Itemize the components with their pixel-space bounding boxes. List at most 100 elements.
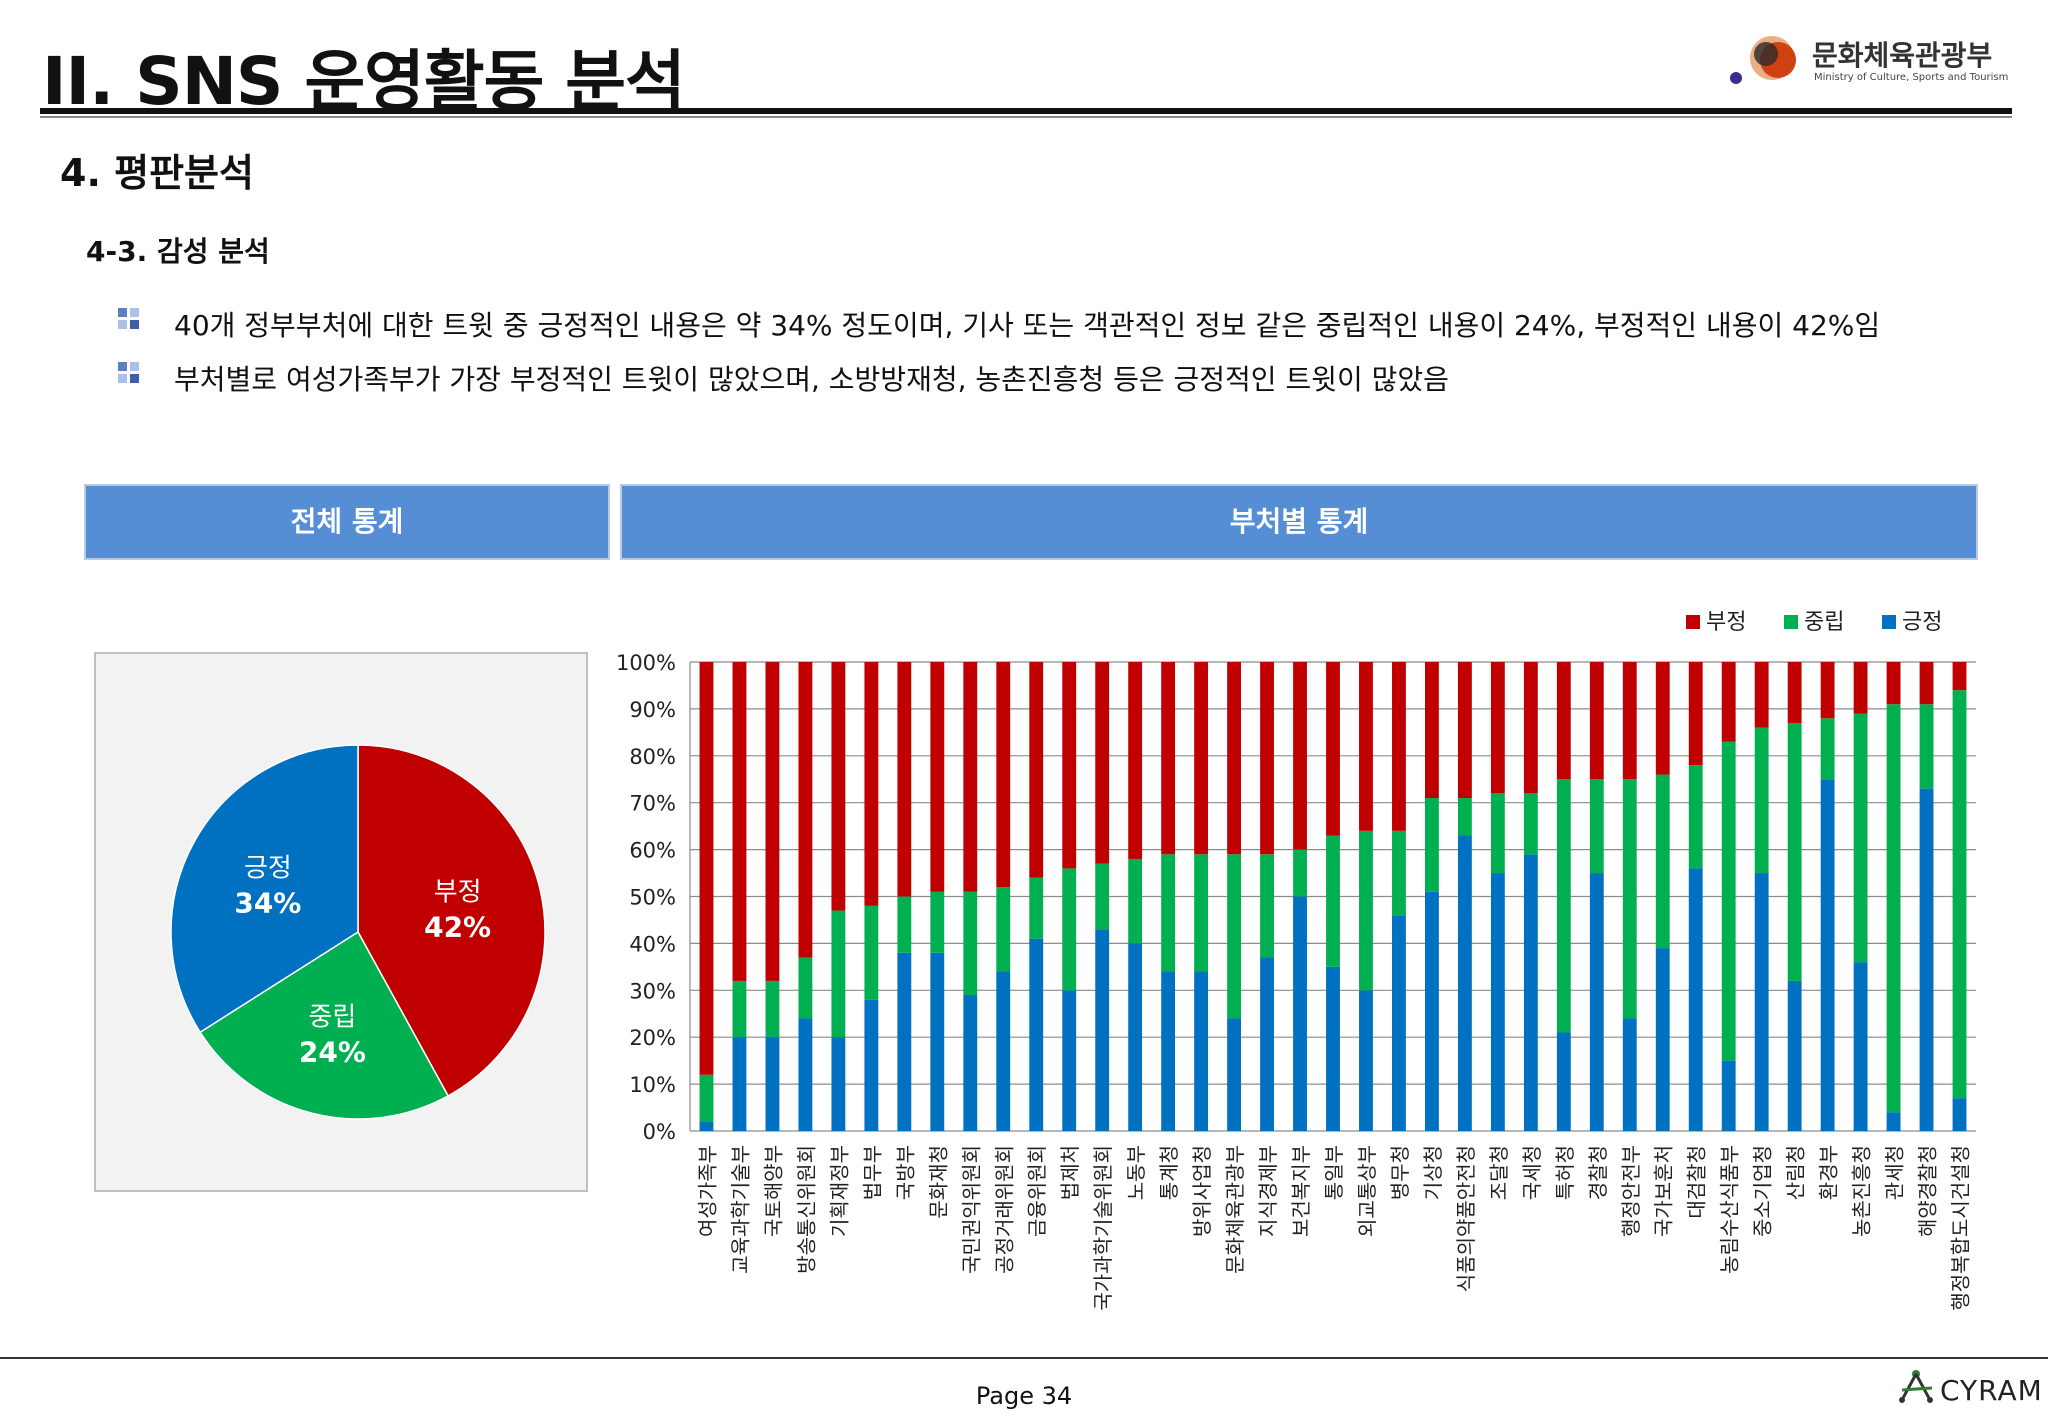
- bar-segment: [765, 662, 780, 981]
- y-tick-label: 90%: [629, 698, 676, 722]
- bar-segment: [930, 662, 945, 892]
- bar-segment: [798, 1018, 813, 1131]
- bar-segment: [1260, 662, 1274, 855]
- bar-segment: [897, 952, 912, 1131]
- x-tick-label: 방송통신위원회: [794, 1145, 818, 1274]
- bar-segment: [930, 952, 945, 1131]
- bar-segment: [1787, 980, 1802, 1131]
- bar-segment: [1128, 858, 1143, 944]
- bar-segment: [1754, 727, 1769, 874]
- bar-segment: [1952, 662, 1967, 691]
- bar-segment: [732, 1037, 747, 1131]
- bar-segment: [1655, 662, 1670, 775]
- bar-segment: [1227, 854, 1242, 1019]
- bar-segment: [1952, 690, 1967, 1099]
- bar-segment: [765, 1037, 780, 1131]
- title-divider-thin: [40, 116, 2012, 118]
- subsection-heading: 4-3. 감성 분석: [86, 235, 270, 268]
- bar-segment: [1523, 662, 1538, 794]
- bar-segment: [831, 662, 846, 911]
- bar-segment: [897, 662, 912, 897]
- bar-segment: [864, 999, 879, 1131]
- x-tick-label: 행정안전부: [1619, 1145, 1643, 1237]
- bar-segment: [1523, 854, 1538, 1131]
- bar-segment: [897, 896, 912, 953]
- y-tick-label: 40%: [629, 932, 676, 956]
- x-tick-label: 중소기업청: [1751, 1145, 1775, 1237]
- pie-slice-value: 42%: [424, 910, 491, 943]
- bar-segment: [1326, 966, 1340, 1131]
- x-tick-label: 국세청: [1520, 1145, 1544, 1200]
- bar-segment: [1589, 779, 1604, 874]
- bar-segment: [1721, 741, 1736, 1061]
- pie-slice-label: 중립: [309, 1003, 357, 1033]
- bar-segment: [1161, 971, 1176, 1131]
- legend-swatch: [1784, 615, 1798, 629]
- bar-segment: [1556, 662, 1571, 780]
- ministry-emblem-icon: [1730, 36, 1796, 84]
- bar-segment: [930, 891, 945, 953]
- ministry-logo: [1726, 30, 2026, 92]
- x-tick-label: 통일부: [1322, 1145, 1346, 1200]
- pie-slice-label: 긍정: [244, 853, 292, 883]
- bar-segment: [1161, 854, 1176, 972]
- x-tick-label: 국민권익위원회: [959, 1145, 983, 1274]
- y-tick-label: 30%: [629, 979, 676, 1003]
- x-tick-label: 법무부: [860, 1145, 884, 1200]
- y-tick-label: 60%: [629, 839, 676, 863]
- bar-segment: [1919, 662, 1934, 705]
- x-tick-label: 국토해양부: [761, 1145, 785, 1237]
- bar-segment: [1853, 713, 1868, 963]
- x-tick-label: 특허청: [1553, 1145, 1577, 1200]
- bar-segment: [1919, 788, 1934, 1131]
- x-tick-label: 국가과학기술위원회: [1091, 1145, 1115, 1311]
- bar-segment: [765, 980, 780, 1038]
- bar-segment: [1326, 835, 1340, 967]
- bar-segment: [1886, 1112, 1901, 1131]
- x-tick-label: 노동부: [1124, 1145, 1148, 1200]
- bar-segment: [1194, 854, 1209, 972]
- bar-segment: [699, 1074, 714, 1122]
- bar-segment: [1293, 896, 1307, 1131]
- bar-segment: [1326, 662, 1340, 836]
- bar-segment: [1029, 877, 1044, 939]
- x-tick-label: 문화재청: [926, 1145, 950, 1219]
- bar-segment: [1392, 915, 1406, 1131]
- overall-stats-header: 전체 통계: [84, 484, 610, 560]
- bar-segment: [1853, 662, 1868, 714]
- bar-segment: [1622, 662, 1637, 780]
- pie-slice-value: 24%: [299, 1036, 366, 1069]
- legend-label: 긍정: [1902, 610, 1942, 635]
- x-tick-label: 기상청: [1421, 1145, 1445, 1200]
- bar-segment: [1457, 835, 1472, 1131]
- bar-segment: [1820, 718, 1835, 780]
- x-tick-label: 병무청: [1388, 1145, 1412, 1200]
- bar-segment: [1919, 704, 1934, 789]
- x-tick-label: 통계청: [1157, 1145, 1181, 1200]
- section-heading: 4. 평판분석: [60, 151, 254, 195]
- bar-segment: [1721, 1060, 1736, 1131]
- bar-segment: [1260, 854, 1274, 958]
- bullet-text: 부처별로 여성가족부가 가장 부정적인 트윗이 많았으며, 소방방재청, 농촌진…: [174, 363, 1449, 396]
- bullet-item: [118, 308, 140, 334]
- x-tick-label: 관세청: [1883, 1145, 1907, 1200]
- bar-segment: [1293, 849, 1307, 897]
- bar-segment: [1457, 798, 1472, 836]
- bar-segment: [1194, 662, 1209, 855]
- bar-segment: [831, 1037, 846, 1131]
- bar-segment: [1754, 873, 1769, 1131]
- bullet-square-icon: [118, 308, 139, 329]
- bullet-text: 40개 정부부처에 대한 트윗 중 긍정적인 내용은 약 34% 정도이며, 기…: [174, 309, 1881, 342]
- bar-segment: [1820, 662, 1835, 719]
- x-tick-label: 문화체육관광부: [1223, 1145, 1247, 1274]
- bar-segment: [798, 957, 813, 1019]
- bar-segment: [1721, 662, 1736, 742]
- bar-segment: [1194, 971, 1209, 1131]
- bar-segment: [1293, 662, 1307, 850]
- bar-segment: [1424, 891, 1439, 1131]
- bar-segment: [1062, 868, 1077, 991]
- bar-segment: [1787, 722, 1802, 981]
- pie-slice-label: 부정: [434, 877, 482, 907]
- bar-segment: [1392, 830, 1406, 916]
